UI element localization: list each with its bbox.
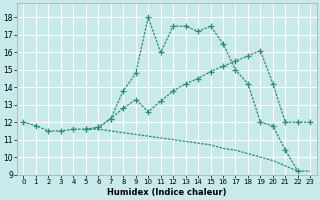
X-axis label: Humidex (Indice chaleur): Humidex (Indice chaleur)	[107, 188, 227, 197]
